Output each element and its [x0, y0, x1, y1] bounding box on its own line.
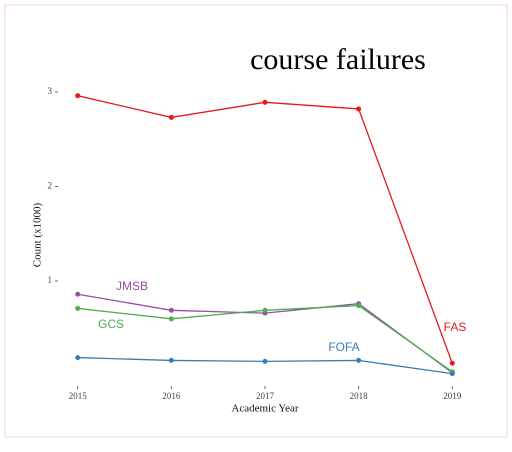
x-tick-label: 2016	[162, 391, 181, 401]
series-label: FOFA	[328, 340, 359, 354]
y-axis-title: Count (x1000)	[32, 202, 44, 267]
data-point	[75, 93, 81, 99]
y-tick-label: 3	[48, 86, 53, 96]
data-point	[356, 106, 362, 112]
data-point	[75, 305, 81, 311]
y-tick-label: 2	[48, 181, 53, 191]
x-tick-label: 2015	[69, 391, 88, 401]
data-point	[262, 358, 268, 364]
data-point	[262, 99, 268, 105]
x-tick-label: 2018	[350, 391, 369, 401]
data-point	[168, 357, 174, 363]
data-point	[168, 114, 174, 120]
data-point	[449, 371, 455, 377]
x-tick-label: 2019	[443, 391, 462, 401]
x-axis-title: Academic Year	[231, 403, 299, 415]
series-label: JMSB	[116, 279, 148, 293]
y-tick-label: 1	[48, 275, 53, 285]
data-point	[449, 360, 455, 366]
series-label: GCS	[98, 317, 124, 331]
data-point	[75, 291, 81, 297]
frame	[4, 4, 508, 438]
data-point	[356, 303, 362, 309]
data-point	[75, 355, 81, 361]
data-point	[168, 307, 174, 313]
data-point	[262, 307, 268, 313]
series-label: FAS	[444, 320, 467, 334]
data-point	[168, 316, 174, 322]
data-point	[356, 357, 362, 363]
x-tick-label: 2017	[256, 391, 275, 401]
chart-title: course failures	[250, 43, 426, 76]
